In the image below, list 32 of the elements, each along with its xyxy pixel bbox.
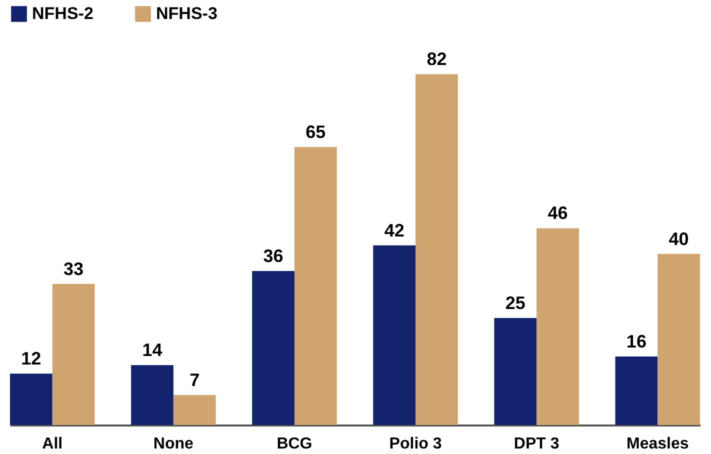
bar: [658, 254, 700, 425]
x-tick-label: DPT 3: [514, 436, 560, 452]
legend-label: NFHS-2: [32, 4, 94, 23]
x-tick-label: All: [42, 436, 63, 452]
bar: [294, 146, 337, 425]
x-tick-label: Polio 3: [389, 436, 442, 452]
x-tick-label: Measles: [626, 436, 689, 452]
bar: [373, 245, 416, 425]
data-label: 16: [626, 332, 646, 352]
bar: [494, 318, 537, 425]
data-label: 42: [384, 220, 404, 240]
data-label: 14: [142, 340, 162, 360]
x-tick-label: BCG: [276, 436, 312, 452]
data-label: 33: [64, 258, 84, 279]
bar: [173, 395, 216, 425]
legend-label: NFHS-3: [156, 4, 218, 23]
bar: [131, 365, 174, 425]
data-label: 12: [21, 348, 42, 369]
data-label: 36: [263, 246, 284, 266]
bar: [10, 374, 52, 425]
data-label: 40: [668, 228, 689, 249]
bar: [416, 74, 458, 425]
x-tick-label: None: [153, 436, 194, 452]
data-label: 25: [505, 293, 526, 314]
bar: [252, 271, 294, 425]
data-label: 65: [306, 122, 326, 142]
bar: [615, 356, 658, 425]
data-label: 46: [548, 203, 568, 224]
data-label: 82: [426, 49, 447, 70]
data-label: 7: [190, 370, 200, 390]
bar: [52, 284, 95, 425]
bar: [536, 228, 579, 425]
